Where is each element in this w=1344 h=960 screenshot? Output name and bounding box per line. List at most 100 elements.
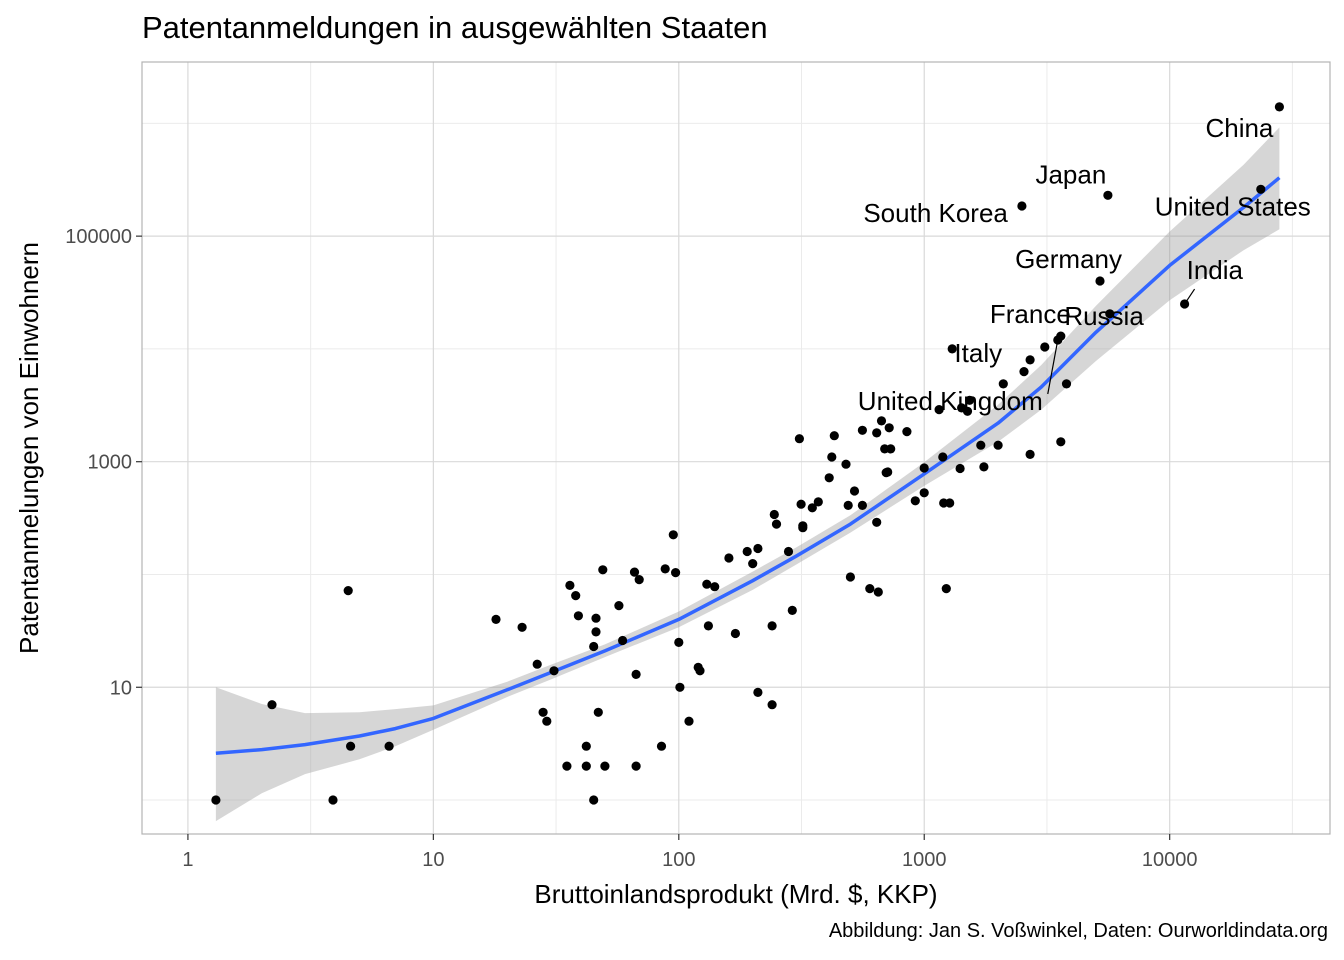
data-point (902, 427, 912, 437)
data-point (753, 687, 763, 698)
data-point (618, 635, 628, 646)
x-tick-label: 10000 (1142, 849, 1198, 871)
data-point (593, 707, 603, 717)
label-connector (1047, 339, 1059, 395)
data-point (211, 795, 221, 805)
data-point (346, 741, 356, 751)
data-point (1056, 437, 1066, 447)
data-point (1025, 449, 1035, 459)
data-point (674, 637, 684, 648)
data-point (1040, 342, 1050, 352)
smooth-line (215, 176, 1281, 755)
data-point (794, 434, 805, 444)
country-label: India (1187, 255, 1244, 285)
data-point (787, 605, 797, 616)
data-point (841, 459, 851, 469)
data-point (1274, 102, 1284, 112)
data-point (695, 666, 705, 676)
data-point (993, 440, 1003, 450)
data-point (919, 463, 929, 473)
data-point (798, 523, 808, 533)
data-point (843, 500, 853, 510)
country-label: France (990, 299, 1071, 329)
data-point (724, 553, 734, 563)
data-point (824, 473, 834, 483)
data-point (934, 405, 944, 415)
country-label: China (1205, 113, 1273, 143)
data-point (675, 682, 685, 692)
data-point (979, 462, 989, 472)
data-point (767, 700, 777, 710)
data-point (873, 587, 883, 597)
data-point (703, 621, 714, 631)
data-point (591, 627, 601, 637)
data-point (955, 463, 965, 474)
data-point (631, 669, 641, 680)
data-point (684, 716, 694, 726)
data-point (660, 564, 670, 574)
smooth-line-group (215, 176, 1281, 755)
data-point (938, 452, 948, 462)
data-point (883, 467, 893, 477)
y-tick-label: 100000 (65, 226, 132, 248)
data-point (849, 486, 860, 496)
data-point (589, 795, 599, 805)
country-label: United States (1155, 191, 1311, 221)
x-axis-ticks: 1 10 100 1000 10000 (182, 834, 1197, 871)
data-point (600, 761, 610, 771)
data-point (532, 659, 542, 669)
data-point (857, 500, 868, 510)
data-point (771, 519, 782, 529)
y-axis-title: Patentanmelungen von Einwohnern (14, 242, 44, 654)
data-point (328, 795, 338, 805)
data-point (1056, 331, 1066, 341)
data-point (807, 503, 817, 513)
data-point (767, 621, 777, 631)
data-points (211, 102, 1284, 805)
data-point (656, 741, 667, 751)
data-point (598, 565, 608, 575)
data-point (1256, 184, 1266, 194)
data-point (783, 546, 794, 557)
data-point (710, 582, 720, 592)
data-point (872, 428, 882, 438)
data-point (796, 499, 806, 509)
data-point (945, 498, 955, 508)
data-point (1095, 276, 1105, 286)
x-tick-label: 1000 (902, 849, 947, 871)
data-point (671, 568, 681, 578)
x-tick-label: 100 (662, 849, 695, 871)
data-point (884, 423, 894, 433)
data-point (542, 716, 552, 726)
data-point (872, 517, 882, 527)
data-point (573, 611, 584, 621)
y-tick-label: 1000 (88, 452, 133, 474)
data-point (631, 761, 641, 771)
data-point (581, 741, 591, 751)
data-point (962, 406, 973, 416)
data-point (1017, 201, 1027, 211)
data-point (634, 575, 644, 585)
data-point (910, 496, 920, 506)
data-point (581, 761, 591, 771)
data-point (549, 666, 559, 676)
source-caption: Abbildung: Jan S. Voßwinkel, Daten: Ourw… (828, 920, 1328, 942)
data-point (1061, 379, 1072, 389)
country-label: Russia (1064, 301, 1144, 331)
data-point (827, 452, 837, 462)
data-point (730, 628, 741, 639)
data-point (267, 700, 277, 710)
label-connector (1184, 288, 1196, 305)
data-point (947, 344, 957, 354)
country-label: Germany (1015, 244, 1122, 274)
panel-border (141, 61, 1331, 835)
data-point (491, 614, 501, 625)
data-point (538, 707, 548, 717)
data-point (1105, 309, 1115, 319)
data-point (384, 741, 394, 751)
data-point (919, 488, 929, 498)
country-label: United Kingdom (858, 386, 1043, 416)
y-tick-label: 10 (110, 677, 132, 699)
data-point (829, 431, 839, 441)
